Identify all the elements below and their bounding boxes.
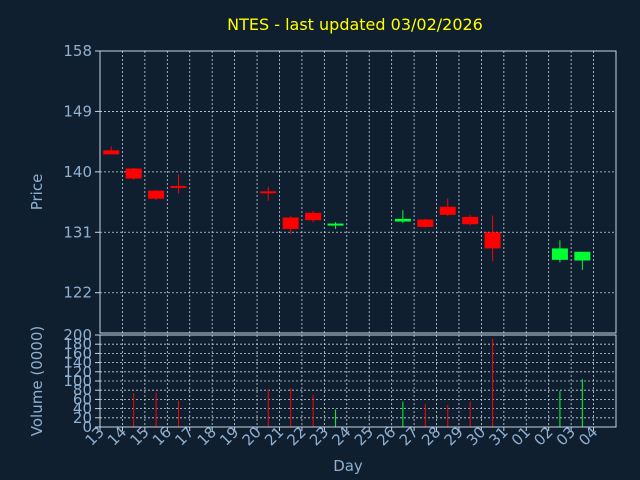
price-tick-label: 122 — [63, 284, 92, 302]
candle-body — [417, 219, 434, 227]
price-tick-label: 131 — [63, 223, 92, 241]
candle-body — [282, 217, 299, 229]
candle-body — [305, 212, 322, 221]
candle-body — [574, 251, 591, 261]
price-tick-label: 149 — [63, 102, 92, 120]
volume-tick-label: 20 — [73, 409, 92, 427]
volume-tick-label: 40 — [73, 400, 92, 418]
candle-body — [148, 190, 165, 199]
candle-body — [484, 232, 501, 249]
volume-tick-label: 120 — [63, 363, 92, 381]
candle-body — [394, 218, 411, 222]
candle-body — [439, 206, 456, 215]
volume-axis-label: Volume (0000) — [28, 326, 46, 436]
candle-body — [260, 191, 277, 194]
price-axis-label: Price — [28, 174, 46, 211]
volume-tick-label: 100 — [63, 372, 92, 390]
candle-body — [170, 185, 187, 188]
price-tick-labels: 158 149 140 131 122 — [63, 42, 100, 302]
volume-panel-frame — [99, 334, 617, 428]
chart-title: NTES - last updated 03/02/2026 — [227, 15, 483, 34]
price-grid — [100, 51, 616, 333]
volume-tick-label: 160 — [63, 344, 92, 362]
price-panel-frame — [99, 50, 617, 334]
candle-body — [125, 168, 142, 179]
volume-tick-label: 80 — [73, 381, 92, 399]
candle-body — [103, 150, 120, 155]
volume-tick-label: 0 — [82, 418, 92, 436]
price-tick-label: 158 — [63, 42, 92, 60]
volume-tick-label: 140 — [63, 354, 92, 372]
volume-tick-label: 60 — [73, 390, 92, 408]
price-tick-label: 140 — [63, 163, 92, 181]
volume-tick-label: 180 — [63, 335, 92, 353]
x-axis-label: Day — [333, 457, 363, 475]
volume-tick-label: 200 — [63, 326, 92, 344]
candles — [103, 146, 591, 270]
volume-grid — [100, 335, 616, 427]
candle-body — [462, 216, 479, 225]
candle-body — [551, 248, 568, 260]
candle-body — [327, 223, 344, 226]
volume-bars — [133, 338, 583, 427]
